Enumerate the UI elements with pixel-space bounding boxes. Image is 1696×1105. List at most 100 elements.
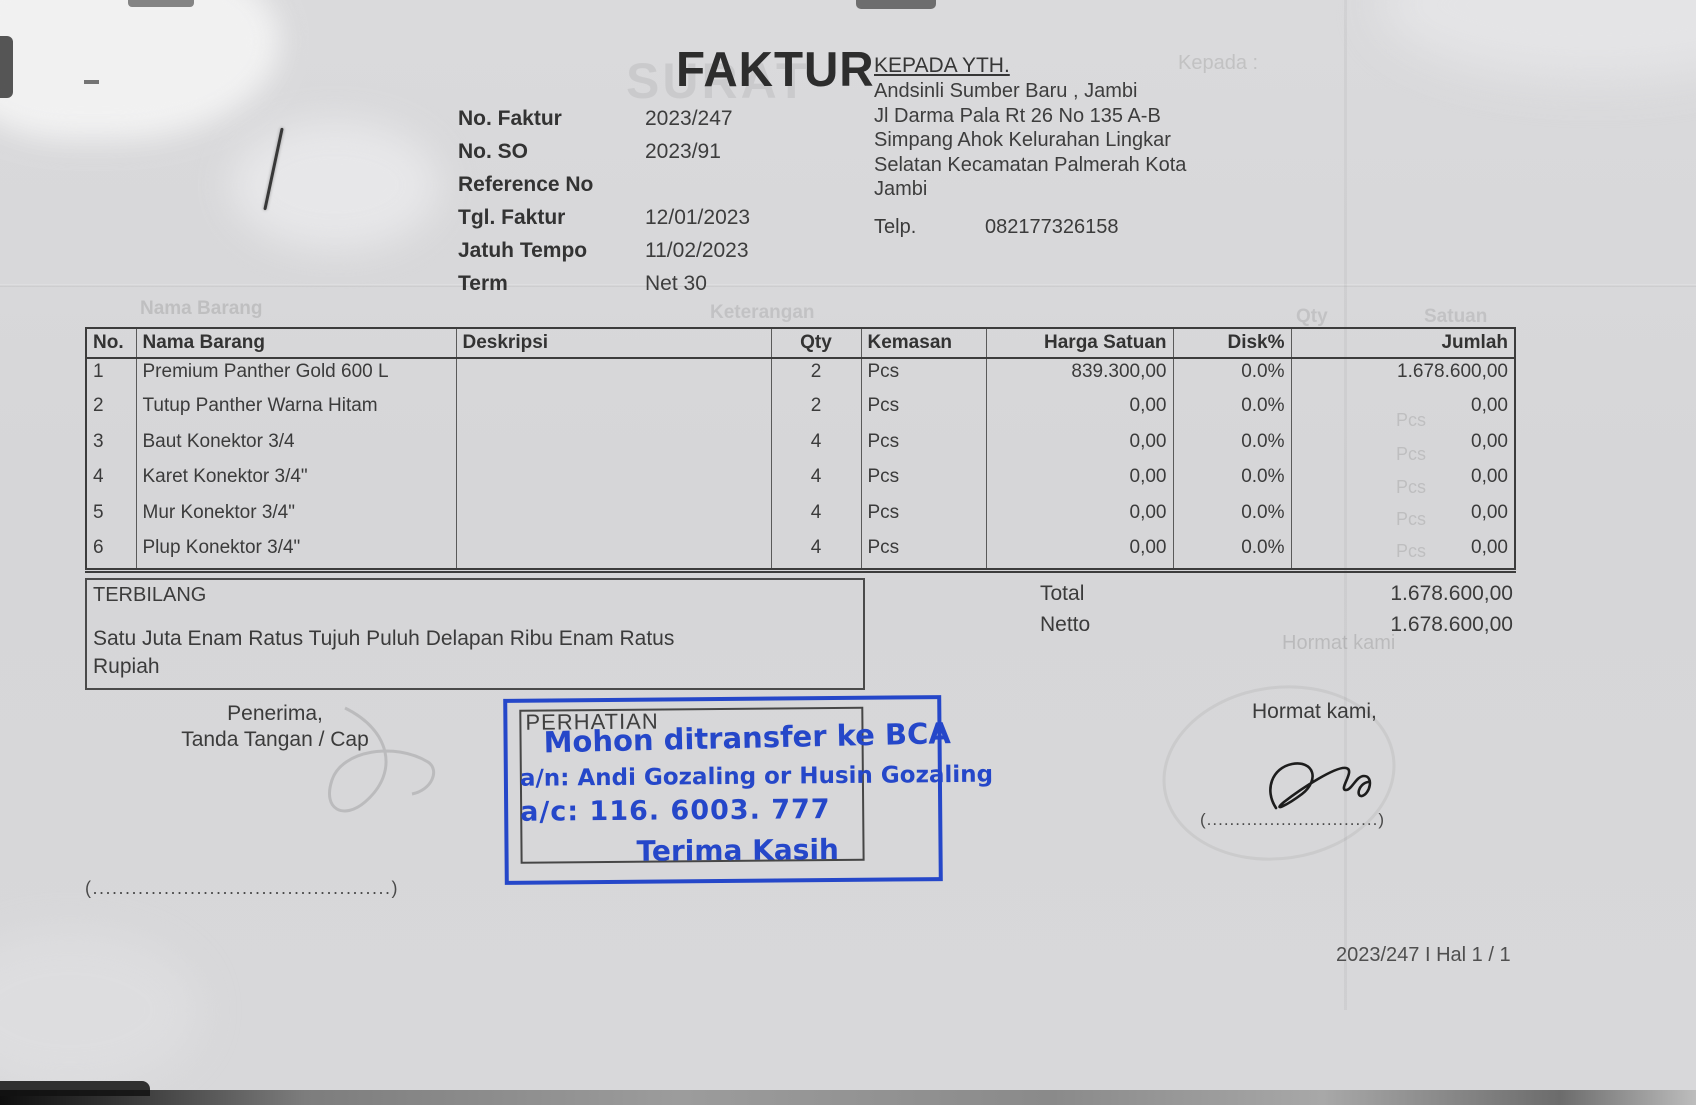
stamp-thanks-line: Terima Kasih xyxy=(636,832,840,868)
header-harga-satuan: Harga Satuan xyxy=(985,328,1173,359)
cell-kemasan: Pcs xyxy=(860,464,986,500)
paper-blotch xyxy=(1380,0,1696,80)
cell-kemasan: Pcs xyxy=(860,499,986,536)
meta-field-row: Tgl. Faktur 12/01/2023 xyxy=(458,206,878,239)
meta-field-label: Term xyxy=(458,272,508,295)
bleedthrough-text: Hormat kami xyxy=(1282,632,1396,654)
pencil-ghost-mark xyxy=(300,690,470,855)
header-nama-barang: Nama Barang xyxy=(135,328,456,359)
bleedthrough-text: Nama Barang xyxy=(140,298,263,319)
cell-jumlah: 1.678.600,00 xyxy=(1290,358,1515,394)
cell-nama-barang: Tutup Panther Warna Hitam xyxy=(135,393,456,429)
totals-block: Total 1.678.600,00 Netto 1.678.600,00 xyxy=(1040,582,1513,644)
meta-field-row: Reference No xyxy=(458,173,878,206)
cell-no: 3 xyxy=(93,430,104,452)
meta-field-row: Term Net 30 xyxy=(458,272,878,305)
table-row: 6 Plup Konektor 3/4" 4 Pcs 0,00 0.0% 0,0… xyxy=(86,535,1515,571)
scan-corner-shadow xyxy=(0,1081,150,1096)
table-header-row: No. Nama Barang Deskripsi Qty Kemasan Ha… xyxy=(86,328,1515,359)
cell-disk: 0.0% xyxy=(1172,535,1291,571)
recipient-address-line: Simpang Ahok Kelurahan Lingkar xyxy=(874,129,1171,151)
amount-in-words-line1: Satu Juta Enam Ratus Tujuh Puluh Delapan… xyxy=(93,627,675,650)
cell-harga-satuan: 0,00 xyxy=(985,393,1173,429)
meta-field-value: 2023/247 xyxy=(645,107,733,130)
cell-jumlah: 0,00 xyxy=(1290,464,1515,500)
cell-jumlah: 0,00 xyxy=(1290,535,1515,571)
cell-disk: 0.0% xyxy=(1172,499,1291,536)
cell-kemasan: Pcs xyxy=(860,535,986,571)
total-value: 1.678.600,00 xyxy=(1390,613,1513,636)
cell-kemasan: Pcs xyxy=(860,428,986,465)
scan-edge-mark xyxy=(0,36,13,98)
cell-nama-barang: Baut Konektor 3/4 xyxy=(135,428,456,465)
meta-field-row: Jatuh Tempo 11/02/2023 xyxy=(458,239,878,272)
scan-edge-mark xyxy=(128,0,194,7)
amount-in-words-box: TERBILANG Satu Juta Enam Ratus Tujuh Pul… xyxy=(85,578,865,690)
cell-qty: 2 xyxy=(770,358,861,394)
cell-no: 5 xyxy=(93,501,104,523)
sender-signature-line: (..............................) xyxy=(1200,810,1386,829)
receiver-label: Penerima, xyxy=(227,702,323,725)
cell-deskripsi xyxy=(455,393,771,429)
page-footer-info: 2023/247 I Hal 1 / 1 xyxy=(1336,944,1511,966)
table-row: 1 Premium Panther Gold 600 L 2 Pcs 839.3… xyxy=(86,358,1515,394)
header-deskripsi: Deskripsi xyxy=(455,328,771,359)
recipient-address-line: Jl Darma Pala Rt 26 No 135 A-B xyxy=(874,104,1161,127)
amount-in-words-line2: Rupiah xyxy=(93,655,160,678)
cell-deskripsi xyxy=(455,428,771,465)
header-no: No. xyxy=(86,328,136,359)
cell-disk: 0.0% xyxy=(1172,393,1291,429)
cell-qty: 4 xyxy=(770,535,861,571)
total-value: 1.678.600,00 xyxy=(1390,582,1513,605)
meta-field-value: Net 30 xyxy=(645,272,707,295)
cell-deskripsi xyxy=(455,499,771,536)
header-kemasan: Kemasan xyxy=(860,328,986,359)
meta-field-label: No. SO xyxy=(458,140,529,163)
bleedthrough-text: Kepada : xyxy=(1178,52,1259,74)
cell-nama-barang: Karet Konektor 3/4" xyxy=(135,464,456,500)
table-row: 5 Mur Konektor 3/4" 4 Pcs 0,00 0.0% 0,00 xyxy=(86,499,1515,536)
recipient-address-line: Jambi xyxy=(874,178,928,200)
recipient-address-line: Selatan Kecamatan Palmerah Kota xyxy=(874,153,1187,176)
bleedthrough-text: Qty xyxy=(1296,306,1328,327)
phone-value: 082177326158 xyxy=(985,216,1119,238)
cell-no: 1 xyxy=(93,361,104,382)
page-title: FAKTUR xyxy=(676,43,875,97)
cell-qty: 4 xyxy=(770,428,861,465)
header-qty: Qty xyxy=(770,328,861,359)
paper-blotch xyxy=(0,0,280,140)
meta-field-row: No. Faktur 2023/247 xyxy=(458,107,878,140)
cell-qty: 4 xyxy=(770,499,861,536)
header-jumlah: Jumlah xyxy=(1290,328,1515,359)
cell-no: 6 xyxy=(93,537,104,559)
table-row: 3 Baut Konektor 3/4 4 Pcs 0,00 0.0% 0,00 xyxy=(86,428,1515,465)
meta-field-value: 2023/91 xyxy=(645,140,721,163)
receiver-sublabel: Tanda Tangan / Cap xyxy=(181,728,369,751)
bleedthrough-text: Satuan xyxy=(1424,306,1488,327)
bleedthrough-text: Keterangan xyxy=(710,302,815,323)
cell-disk: 0.0% xyxy=(1172,464,1291,500)
phone-row: Telp. 082177326158 xyxy=(874,216,1118,239)
cell-harga-satuan: 839.300,00 xyxy=(985,358,1173,394)
scan-edge-mark xyxy=(856,0,936,9)
scan-bottom-edge xyxy=(0,1090,1696,1105)
items-table: No. Nama Barang Deskripsi Qty Kemasan Ha… xyxy=(85,327,1516,573)
cell-disk: 0.0% xyxy=(1172,358,1291,394)
cell-harga-satuan: 0,00 xyxy=(985,464,1173,500)
items-table-container: No. Nama Barang Deskripsi Qty Kemasan Ha… xyxy=(85,327,1516,573)
cell-qty: 2 xyxy=(770,393,861,429)
bleedthrough-title: SURAT xyxy=(626,53,810,109)
recipient-address: Andsinli Sumber Baru , Jambi Jl Darma Pal… xyxy=(874,79,1224,202)
payment-stamp: PERHATIAN Mohon ditransfer ke BCA a/n: A… xyxy=(503,695,993,885)
recipient-heading: KEPADA YTH. xyxy=(874,54,1010,77)
cell-jumlah: 0,00 xyxy=(1290,393,1515,429)
cell-harga-satuan: 0,00 xyxy=(985,499,1173,536)
fold-crease xyxy=(0,284,1696,287)
sender-signature-label: Hormat kami, xyxy=(1252,700,1377,723)
cell-no: 4 xyxy=(93,466,104,488)
cell-nama-barang: Mur Konektor 3/4" xyxy=(135,499,456,536)
cell-nama-barang: Plup Konektor 3/4" xyxy=(135,535,456,571)
meta-field-label: Reference No xyxy=(458,173,594,196)
cell-harga-satuan: 0,00 xyxy=(985,535,1173,571)
